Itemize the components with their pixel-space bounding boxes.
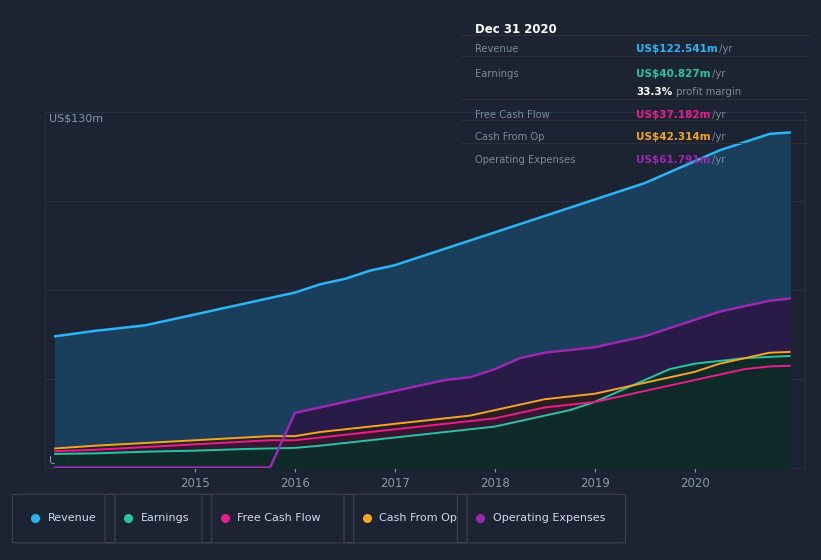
Text: /yr: /yr xyxy=(709,69,726,79)
Text: /yr: /yr xyxy=(709,132,726,142)
Text: US$122.541m: US$122.541m xyxy=(636,44,718,54)
Text: /yr: /yr xyxy=(709,110,726,120)
Text: US$40.827m: US$40.827m xyxy=(636,69,710,79)
Text: Earnings: Earnings xyxy=(475,69,519,79)
Text: Cash From Op: Cash From Op xyxy=(475,132,545,142)
Text: Revenue: Revenue xyxy=(48,513,96,523)
Text: Revenue: Revenue xyxy=(475,44,519,54)
Text: US$42.314m: US$42.314m xyxy=(636,132,710,142)
Text: US$130m: US$130m xyxy=(49,114,103,124)
Text: US$37.182m: US$37.182m xyxy=(636,110,710,120)
Text: US$0: US$0 xyxy=(49,456,78,466)
Text: Free Cash Flow: Free Cash Flow xyxy=(475,110,550,120)
Text: /yr: /yr xyxy=(709,155,726,165)
Text: US$61.791m: US$61.791m xyxy=(636,155,710,165)
Text: Earnings: Earnings xyxy=(140,513,189,523)
Text: Dec 31 2020: Dec 31 2020 xyxy=(475,23,557,36)
Text: Cash From Op: Cash From Op xyxy=(379,513,457,523)
Text: profit margin: profit margin xyxy=(672,87,741,97)
Text: Free Cash Flow: Free Cash Flow xyxy=(237,513,321,523)
Text: Operating Expenses: Operating Expenses xyxy=(475,155,576,165)
Text: 33.3%: 33.3% xyxy=(636,87,672,97)
Text: Operating Expenses: Operating Expenses xyxy=(493,513,605,523)
Text: /yr: /yr xyxy=(717,44,733,54)
